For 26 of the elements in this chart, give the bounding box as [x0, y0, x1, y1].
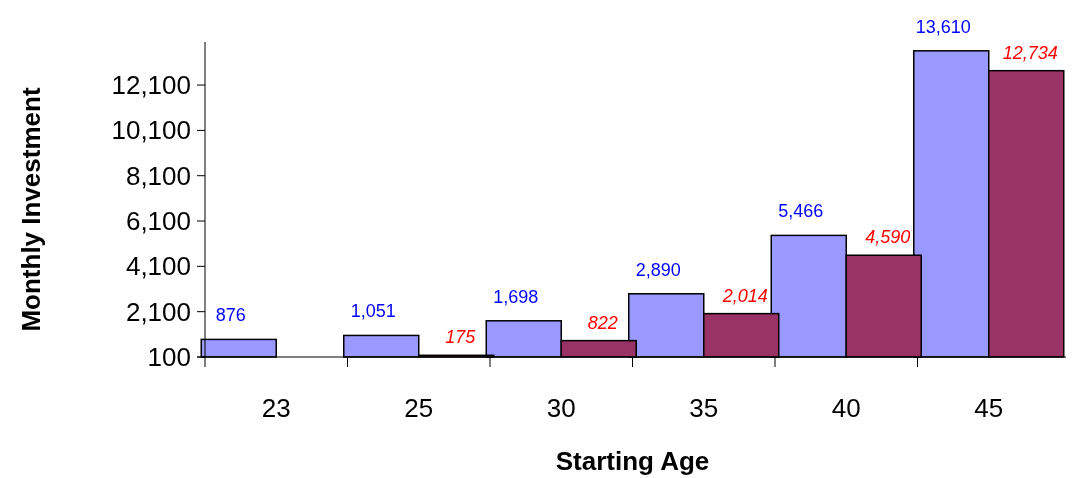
y-tick-label: 2,100 — [125, 296, 191, 327]
y-tick-label: 4,100 — [125, 251, 191, 282]
y-axis-title: Monthly Investment — [16, 87, 46, 332]
data-label: 1,698 — [493, 286, 539, 307]
y-tick-label: 6,100 — [125, 206, 191, 237]
y-tick-label: 12,100 — [111, 70, 191, 101]
data-label: 876 — [215, 305, 246, 326]
x-tick-label: 40 — [831, 393, 861, 423]
data-label: 4,590 — [865, 227, 911, 248]
x-tick-label: 45 — [974, 393, 1004, 423]
y-tick-label: 10,100 — [111, 115, 191, 146]
data-label: 822 — [587, 312, 618, 333]
data-label: 5,466 — [778, 201, 824, 222]
data-label: 1,051 — [350, 301, 396, 322]
data-label: 12,734 — [1002, 42, 1058, 63]
y-tick-label: 8,100 — [125, 160, 191, 191]
x-tick-label: 35 — [689, 393, 719, 423]
x-tick-label: 30 — [546, 393, 576, 423]
data-label: 2,890 — [635, 259, 681, 280]
x-tick-label: 25 — [404, 393, 434, 423]
y-tick-label: 100 — [147, 342, 191, 373]
data-label: 175 — [445, 327, 477, 348]
data-label: 2,014 — [721, 285, 768, 306]
data-label: 13,610 — [915, 16, 971, 37]
x-axis-title: Starting Age — [555, 446, 710, 476]
x-tick-label: 23 — [261, 393, 291, 423]
